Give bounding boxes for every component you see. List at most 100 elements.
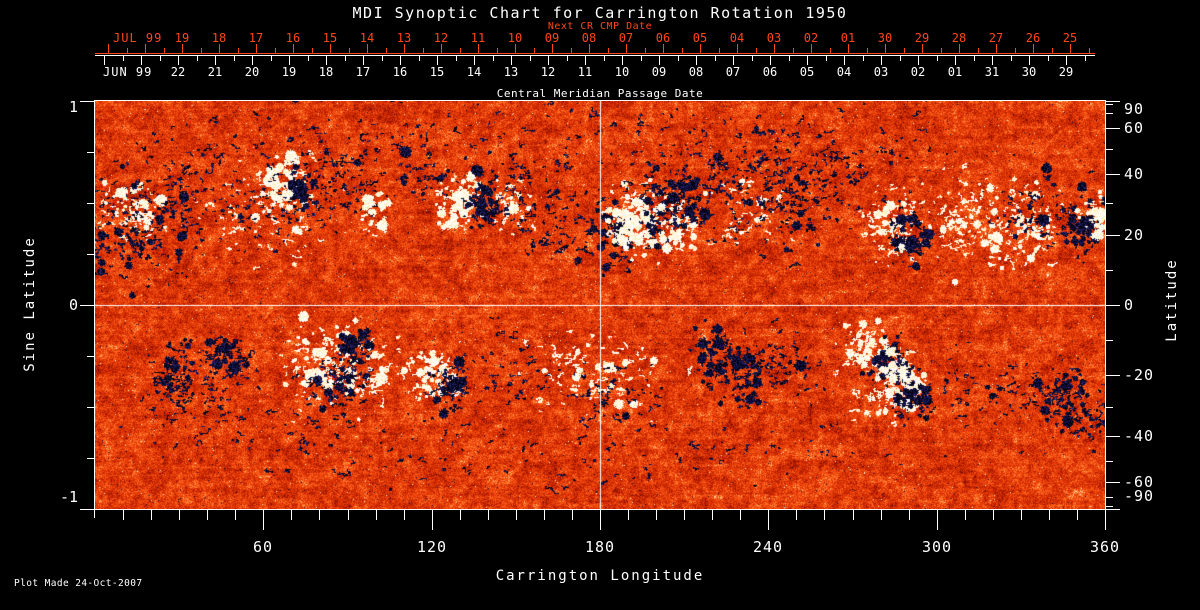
top-white-axis-day-label: 16	[392, 65, 408, 79]
top-red-axis-half-tick	[496, 48, 498, 53]
top-white-axis-day-tick	[955, 56, 956, 65]
top-red-axis-day-label: 30	[877, 31, 893, 45]
top-white-axis-day-tick	[622, 56, 623, 65]
bottom-axis-major-tick	[937, 510, 938, 530]
top-white-axis-day-label: 10	[614, 65, 630, 79]
top-red-axis-day-label: 15	[322, 31, 338, 45]
top-red-axis-day-label: 13	[396, 31, 412, 45]
left-axis-tick-label: 0	[68, 296, 78, 314]
left-axis-tick-label: 1	[68, 98, 78, 116]
top-white-axis-half-tick	[159, 56, 161, 61]
right-axis-minor-tick	[1106, 461, 1113, 462]
right-axis-tick-label: 0	[1124, 296, 1135, 314]
bottom-axis-minor-tick	[881, 510, 882, 520]
top-white-axis-day-label: 02	[910, 65, 926, 79]
bottom-axis-minor-tick	[516, 510, 517, 520]
top-white-axis-half-tick	[529, 56, 531, 61]
right-axis-tick-label: -60	[1124, 473, 1155, 491]
right-axis-major-tick	[1106, 174, 1120, 175]
bottom-axis-minor-tick	[544, 510, 545, 520]
top-white-axis-half-tick	[677, 56, 679, 61]
top-white-axis-half-tick	[233, 56, 235, 61]
top-red-axis-half-tick	[1014, 48, 1016, 53]
bottom-axis-minor-tick	[1077, 510, 1078, 520]
bottom-axis-minor-tick	[404, 510, 405, 520]
top-white-axis-half-tick	[270, 56, 272, 61]
right-axis-major-tick	[1106, 509, 1120, 510]
left-axis-minor-tick	[87, 356, 94, 357]
top-red-axis-day-tick	[256, 44, 257, 53]
right-axis-major-tick	[1106, 482, 1120, 483]
top-white-axis-day-tick	[807, 56, 808, 65]
top-red-axis-half-tick	[237, 48, 239, 53]
top-red-axis-half-tick	[533, 48, 535, 53]
top-red-axis-half-tick	[311, 48, 313, 53]
top-white-axis-half-tick	[1084, 56, 1086, 61]
top-white-axis-half-tick	[122, 56, 124, 61]
bottom-axis-major-tick	[600, 510, 601, 530]
top-white-axis-line	[95, 55, 1095, 56]
bottom-axis-tick-label: 360	[1089, 538, 1121, 556]
right-axis-major-tick	[1106, 436, 1120, 437]
left-axis-tick-label: -1	[59, 488, 78, 506]
plot-made-label: Plot Made 24-Oct-2007	[14, 578, 143, 589]
top-red-axis-day-tick	[367, 44, 368, 53]
top-red-axis-day-tick	[330, 44, 331, 53]
right-axis-tick-label: 40	[1124, 165, 1145, 183]
left-axis-major-tick	[80, 101, 94, 102]
top-white-axis-day-label: 30	[1021, 65, 1037, 79]
top-red-axis-day-label: 07	[618, 31, 634, 45]
top-red-axis-day-label: 02	[803, 31, 819, 45]
top-red-axis-day-tick	[811, 44, 812, 53]
top-red-axis-day-tick	[626, 44, 627, 53]
plot-frame-left	[94, 100, 95, 518]
bottom-axis-minor-tick	[572, 510, 573, 520]
bottom-axis-minor-tick	[740, 510, 741, 520]
top-white-axis-day-label: 13	[503, 65, 519, 79]
chart-title: MDI Synoptic Chart for Carrington Rotati…	[352, 4, 848, 22]
bottom-axis-minor-tick	[1021, 510, 1022, 520]
top-red-axis-day-label: 11	[470, 31, 486, 45]
top-red-axis-day-label: 10	[507, 31, 523, 45]
next-cr-cmp-date-axis-title: Next CR CMP Date	[547, 21, 653, 32]
top-red-axis-day-tick	[700, 44, 701, 53]
top-red-axis-half-tick	[274, 48, 276, 53]
top-white-axis-day-tick	[437, 56, 438, 65]
bottom-axis-minor-tick	[712, 510, 713, 520]
bottom-axis-minor-tick	[488, 510, 489, 520]
right-axis-tick-label: 60	[1124, 119, 1145, 137]
left-axis-title: Sine Latitude	[22, 236, 38, 372]
bottom-axis-minor-tick	[151, 510, 152, 520]
top-red-axis-day-label: 12	[433, 31, 449, 45]
bottom-axis-minor-tick	[291, 510, 292, 520]
top-red-axis-day-label: 25	[1062, 31, 1078, 45]
top-white-axis-half-tick	[899, 56, 901, 61]
top-red-axis-day-label: 04	[729, 31, 745, 45]
right-axis-tick-label: -40	[1124, 427, 1155, 445]
top-white-axis-half-tick	[196, 56, 198, 61]
top-red-axis-day-tick	[145, 44, 146, 53]
top-white-axis-day-label: 05	[799, 65, 815, 79]
top-red-axis-day-label: 26	[1025, 31, 1041, 45]
bottom-axis-major-tick	[768, 510, 769, 530]
top-white-axis-half-tick	[936, 56, 938, 61]
right-axis-major-tick	[1106, 305, 1120, 306]
top-red-axis-half-tick	[1051, 48, 1053, 53]
top-white-month-label: JUN 99	[103, 65, 153, 79]
top-red-axis-half-tick	[866, 48, 868, 53]
top-white-axis-half-tick	[307, 56, 309, 61]
left-axis-minor-tick	[87, 203, 94, 204]
top-red-axis-half-tick	[200, 48, 202, 53]
top-red-axis-day-label: 16	[285, 31, 301, 45]
top-red-axis-day-label: 03	[766, 31, 782, 45]
bottom-axis-major-tick	[432, 510, 433, 530]
top-red-axis-day-tick	[737, 44, 738, 53]
top-red-axis-day-label: 28	[951, 31, 967, 45]
top-red-axis-day-tick	[1070, 44, 1071, 53]
top-red-axis-half-tick	[570, 48, 572, 53]
top-red-axis-half-tick	[829, 48, 831, 53]
top-red-axis-half-tick	[607, 48, 609, 53]
top-red-axis-half-tick	[977, 48, 979, 53]
top-white-axis-day-tick	[548, 56, 549, 65]
